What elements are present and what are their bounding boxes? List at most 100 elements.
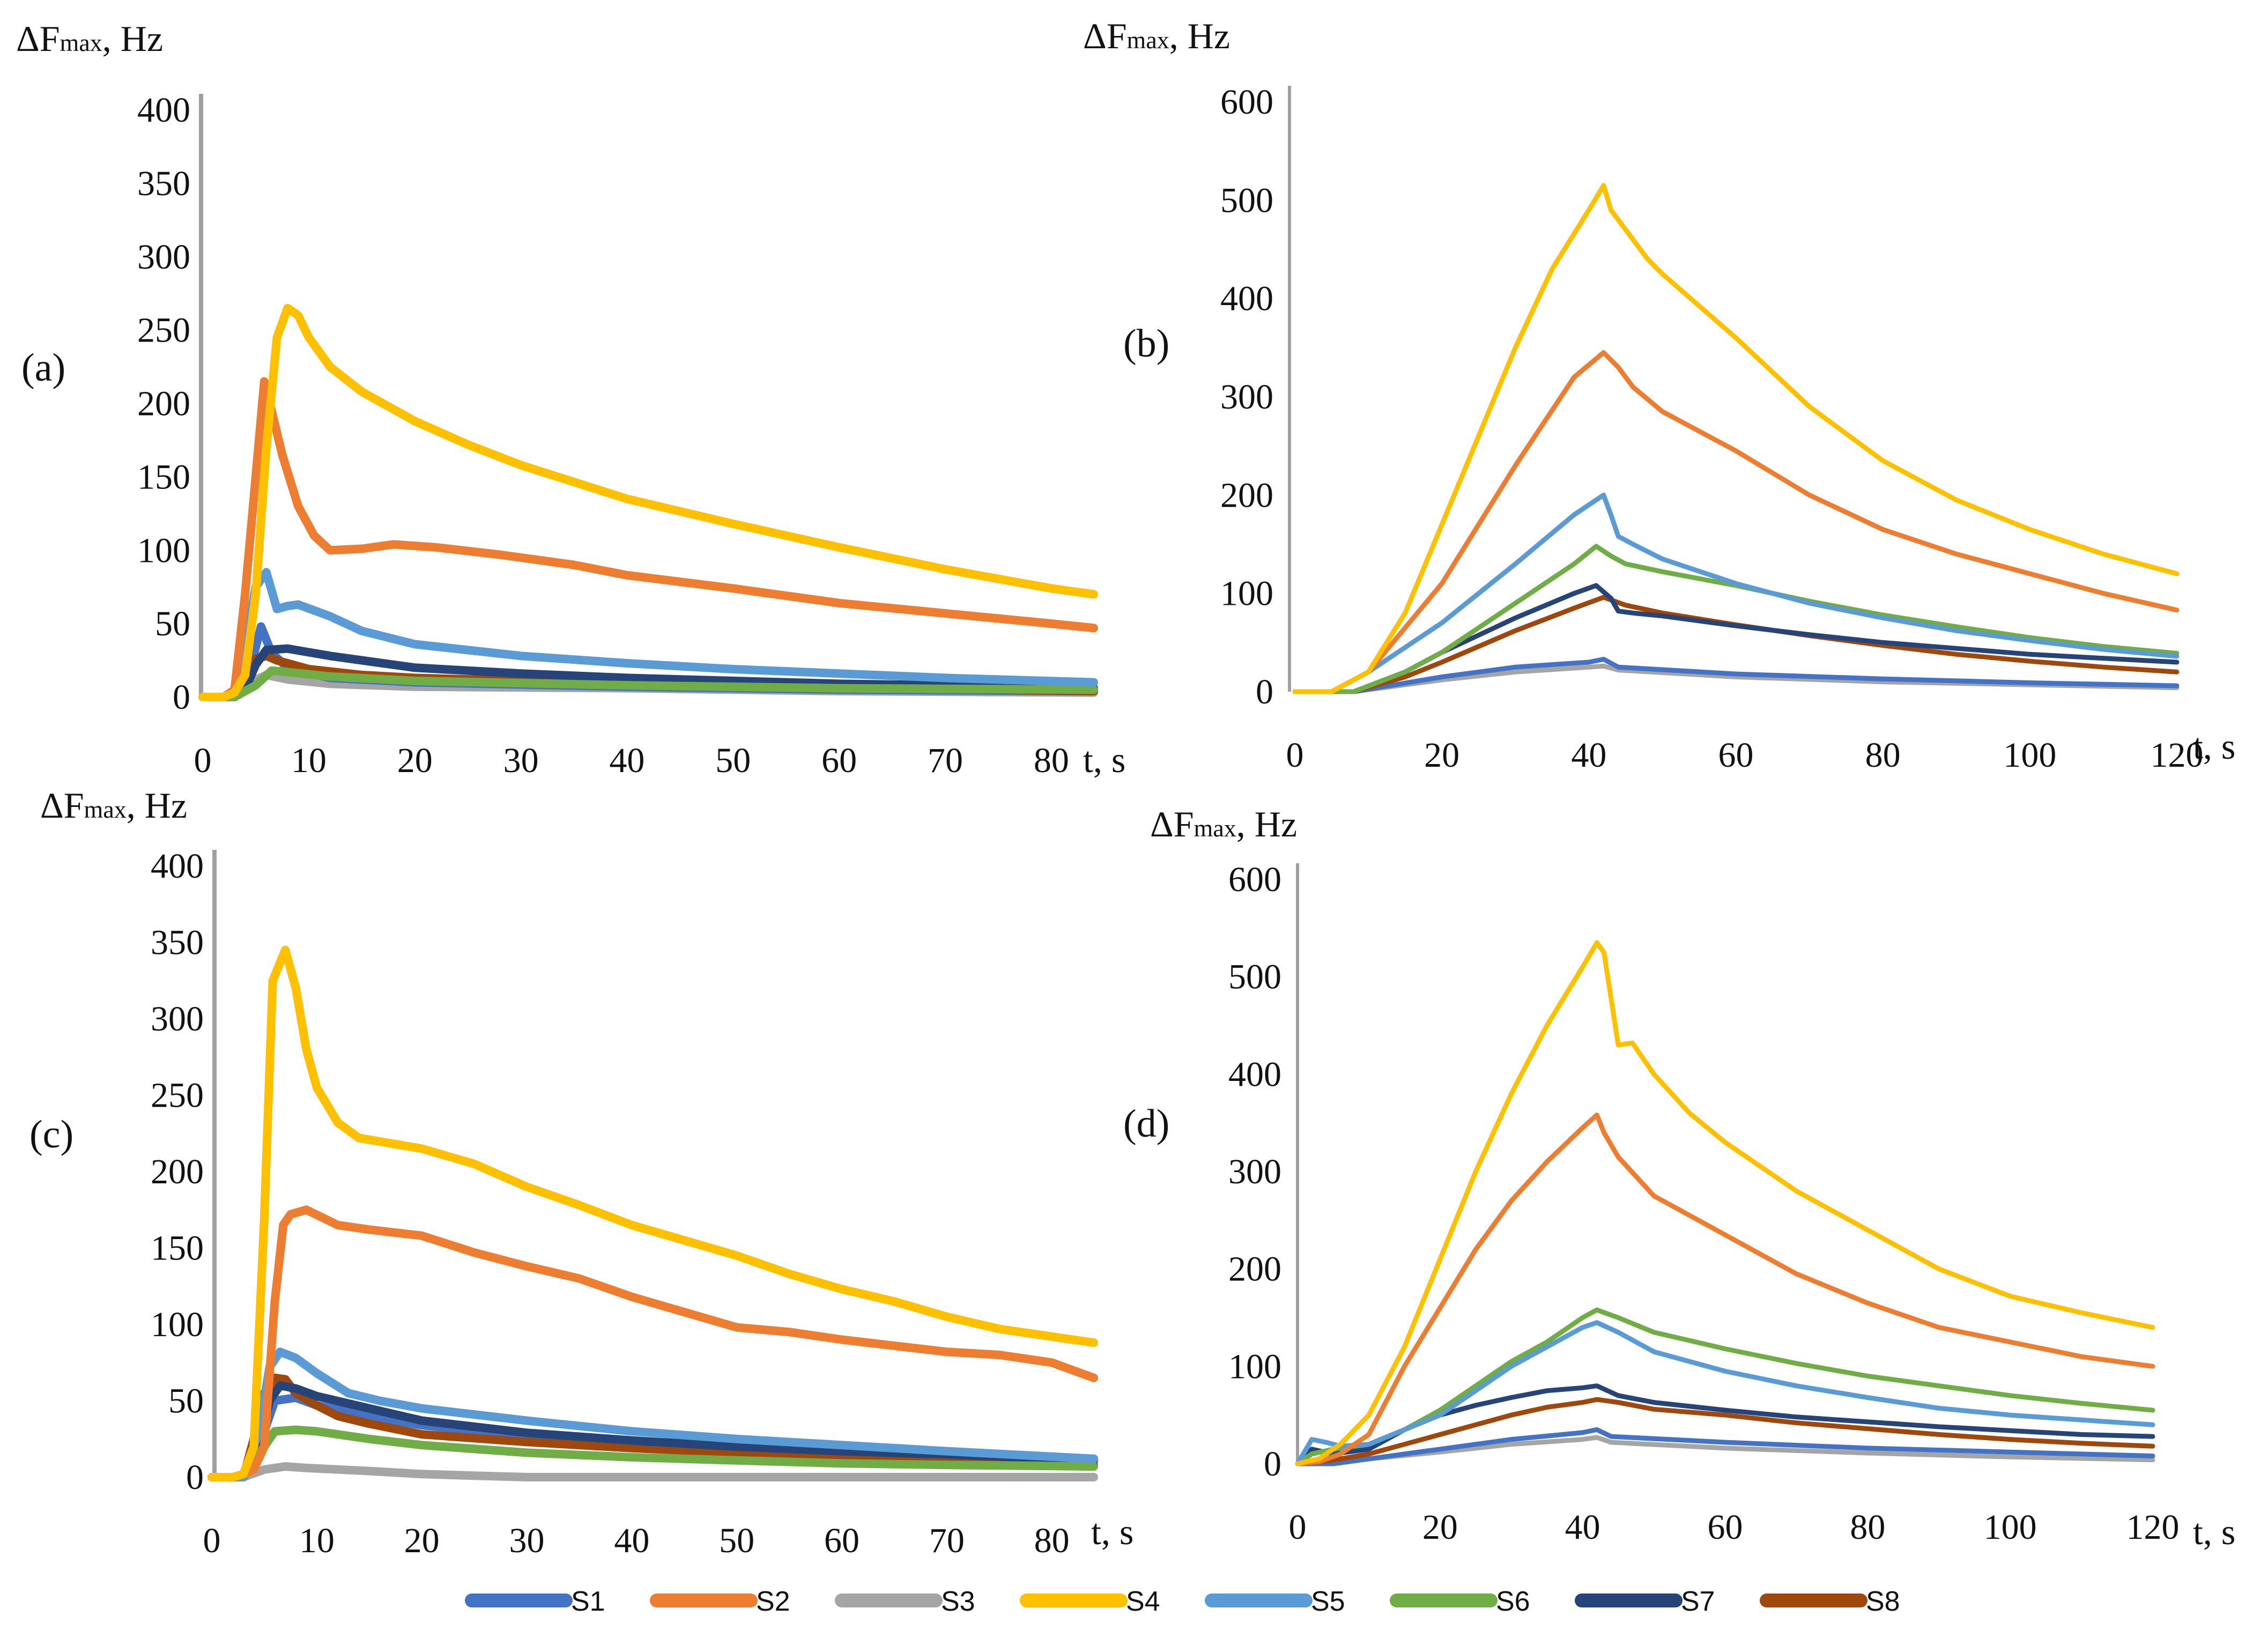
x-tick-label: 40 — [1571, 736, 1606, 775]
series-line-s2 — [1292, 350, 2180, 694]
y-axis-label-unit: , Hz — [102, 18, 163, 59]
y-tick-label: 50 — [168, 1382, 204, 1421]
y-axis-label: ΔFmax, Hz — [1150, 804, 1297, 844]
y-tick-label: 600 — [1220, 83, 1273, 122]
panel-label: (b) — [1123, 322, 1169, 366]
series-line-s1 — [1292, 657, 2180, 694]
x-tick-label: 80 — [1034, 1521, 1070, 1560]
legend-label-s1: S1 — [571, 1586, 605, 1617]
x-tick-label: 70 — [929, 1521, 965, 1560]
series-line-s4 — [1295, 940, 2155, 1466]
y-tick-label: 100 — [151, 1305, 204, 1344]
y-axis-label-unit: , Hz — [1169, 16, 1230, 56]
y-tick-label: 0 — [186, 1458, 204, 1497]
y-tick-label: 300 — [137, 238, 190, 277]
panel-label: (c) — [29, 1113, 73, 1157]
x-tick-label: 100 — [2003, 736, 2056, 775]
y-tick-label: 400 — [1220, 279, 1273, 318]
chart-panel-c: 0 50 100 150 200 250 300 350 400 0 10 20 30 40 50 60 70 8… — [29, 785, 1133, 1560]
series-line-s8 — [1295, 1397, 2155, 1466]
legend: S1 S2 S3 S4 S5 S6 S7 S8 — [465, 1586, 1900, 1617]
x-tick-label: 30 — [509, 1521, 545, 1560]
y-tick-label: 400 — [151, 847, 204, 886]
y-tick-label: 250 — [151, 1076, 204, 1115]
y-tick-label: 250 — [137, 311, 190, 350]
x-tick-label: 20 — [1422, 1508, 1458, 1547]
y-tick-label: 150 — [137, 457, 190, 496]
series-line-s4 — [198, 303, 1098, 701]
series-line-s6 — [1292, 544, 2180, 694]
y-tick-label: 0 — [173, 678, 190, 717]
x-tick-label: 0 — [1289, 1508, 1307, 1547]
x-tick-label: 10 — [291, 741, 327, 780]
x-tick-label: 0 — [194, 741, 212, 780]
y-axis-label-main: ΔF — [40, 785, 84, 826]
y-tick-label: 200 — [151, 1152, 204, 1191]
x-tick-label: 60 — [1718, 736, 1754, 775]
y-tick-label: 0 — [1256, 672, 1273, 711]
x-tick-label: 100 — [1984, 1508, 2037, 1547]
x-tick-label: 40 — [614, 1521, 649, 1560]
x-tick-label: 80 — [1034, 741, 1069, 780]
y-tick-label: 300 — [1220, 377, 1273, 417]
y-tick-label: 100 — [137, 531, 190, 570]
legend-label-s7: S7 — [1681, 1586, 1715, 1617]
y-axis-label-main: ΔF — [1083, 16, 1127, 56]
y-axis-label-main: ΔF — [1150, 804, 1194, 844]
y-axis-label: ΔFmax, Hz — [40, 785, 187, 826]
y-tick-label: 300 — [151, 999, 204, 1039]
x-tick-label: 120 — [2126, 1508, 2180, 1547]
chart-panel-a: 0 50 100 150 200 250 300 350 400 0 10 20 30 40 50 60 70 8… — [16, 18, 1125, 780]
y-tick-label: 350 — [151, 923, 204, 962]
series-line-s1 — [1295, 1427, 2155, 1466]
series-line-s5 — [1292, 492, 2180, 694]
x-tick-label: 60 — [1708, 1508, 1743, 1547]
x-tick-label: 50 — [715, 741, 751, 780]
panel-label: (d) — [1123, 1102, 1169, 1146]
y-tick-label: 600 — [1228, 860, 1281, 899]
chart-panel-b: 0 100 200 300 400 500 600 0 20 40 60 80 100 120 ΔFmax,… — [1083, 16, 2235, 775]
y-tick-label: 500 — [1228, 958, 1281, 997]
y-axis-label: ΔFmax, Hz — [1083, 16, 1230, 56]
x-tick-label: 20 — [1424, 736, 1459, 775]
series-line-s6 — [198, 666, 1098, 701]
x-axis-label: t, s — [2193, 1511, 2235, 1552]
x-axis-label: t, s — [2193, 726, 2235, 767]
y-tick-label: 200 — [137, 384, 190, 424]
series-line-s8 — [1292, 595, 2180, 694]
y-tick-label: 200 — [1220, 476, 1273, 515]
y-tick-label: 400 — [137, 91, 190, 130]
y-axis-label-sub: max — [60, 29, 102, 56]
x-axis-label: t, s — [1083, 739, 1125, 780]
series-line-s5 — [198, 568, 1098, 701]
y-axis-label-sub: max — [1194, 814, 1236, 842]
legend-label-s5: S5 — [1311, 1586, 1345, 1617]
chart-panel-d: 0 100 200 300 400 500 600 0 20 40 60 80 100 120 ΔFmax,… — [1123, 804, 2235, 1552]
x-tick-label: 50 — [719, 1521, 754, 1560]
x-tick-label: 70 — [928, 741, 963, 780]
x-tick-label: 0 — [1286, 736, 1304, 775]
series-line-s7 — [1295, 1383, 2155, 1466]
legend-label-s8: S8 — [1866, 1586, 1900, 1617]
y-axis-label-unit: , Hz — [1236, 804, 1297, 844]
x-tick-label: 120 — [2151, 736, 2204, 775]
legend-label-s3: S3 — [941, 1586, 975, 1617]
y-axis-label-sub: max — [1127, 26, 1169, 54]
y-axis-label-sub: max — [84, 796, 127, 823]
x-tick-label: 60 — [821, 741, 857, 780]
y-tick-label: 100 — [1228, 1347, 1281, 1386]
x-tick-label: 40 — [609, 741, 644, 780]
y-tick-label: 100 — [1220, 574, 1273, 613]
x-tick-label: 40 — [1565, 1508, 1600, 1547]
panel-label: (a) — [21, 346, 65, 390]
y-tick-label: 400 — [1228, 1055, 1281, 1094]
y-tick-label: 0 — [1264, 1444, 1281, 1484]
series-line-s4 — [207, 945, 1098, 1481]
y-tick-label: 350 — [137, 164, 190, 203]
x-tick-label: 30 — [503, 741, 539, 780]
legend-label-s2: S2 — [756, 1586, 790, 1617]
series-line-s2 — [198, 377, 1098, 701]
series-line-s2 — [207, 1205, 1098, 1481]
series-line-s4 — [1292, 183, 2180, 694]
